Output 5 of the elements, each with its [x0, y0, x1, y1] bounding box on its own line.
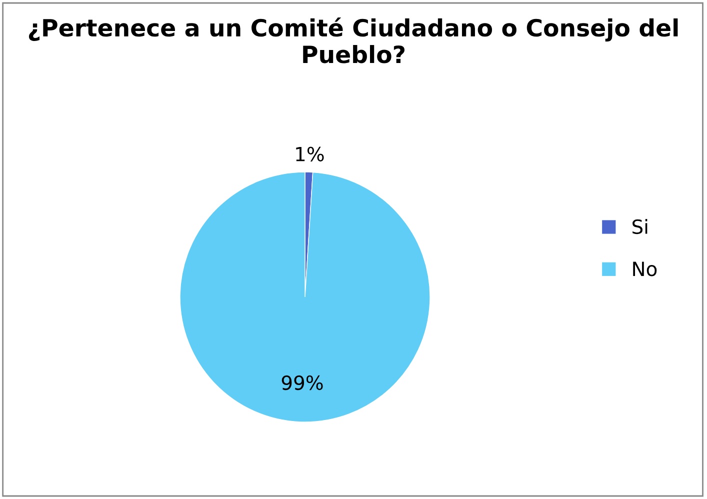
chart-title: ¿Pertenece a un Comité Ciudadano o Consejo del Pueblo?: [28, 17, 678, 64]
legend-label: No: [633, 262, 657, 276]
legend-label: Si: [632, 219, 648, 234]
data-label: 99%: [282, 375, 323, 390]
data-label: 1%: [296, 146, 324, 162]
